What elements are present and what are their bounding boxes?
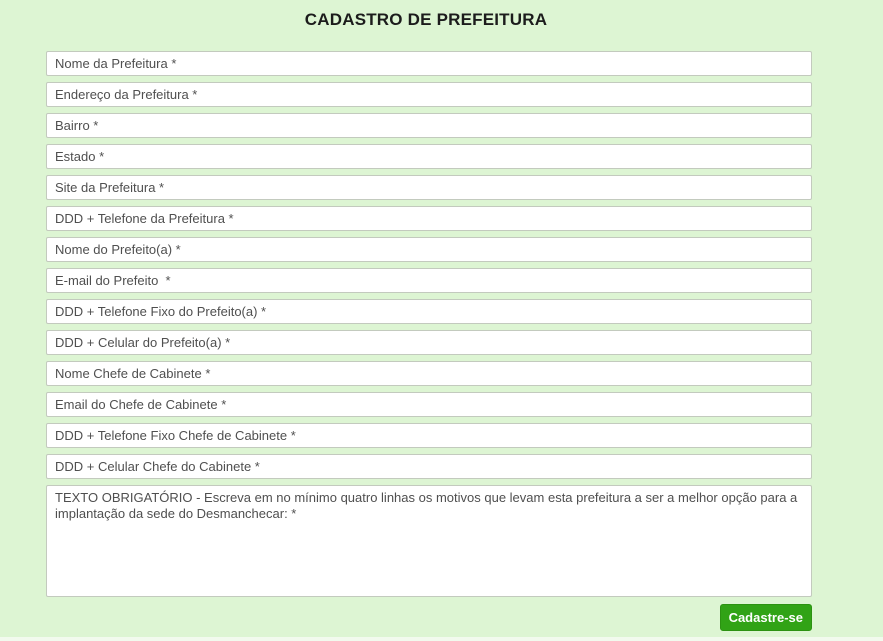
- input-ddd-celular-chefe-cabinete[interactable]: [46, 454, 812, 479]
- page-content: CADASTRO DE PREFEITURA Cadastre-se: [0, 10, 852, 631]
- page-bottom-strip: [0, 637, 883, 641]
- input-estado[interactable]: [46, 144, 812, 169]
- page-title: CADASTRO DE PREFEITURA: [304, 10, 548, 29]
- input-nome-prefeito[interactable]: [46, 237, 812, 262]
- input-ddd-celular-prefeito[interactable]: [46, 330, 812, 355]
- input-ddd-telefone-fixo-chefe-cabinete[interactable]: [46, 423, 812, 448]
- input-email-prefeito[interactable]: [46, 268, 812, 293]
- input-ddd-telefone-prefeitura[interactable]: [46, 206, 812, 231]
- input-email-chefe-cabinete[interactable]: [46, 392, 812, 417]
- input-ddd-telefone-fixo-prefeito[interactable]: [46, 299, 812, 324]
- prefeitura-registration-form: Cadastre-se: [46, 51, 812, 631]
- input-nome-prefeitura[interactable]: [46, 51, 812, 76]
- input-nome-chefe-cabinete[interactable]: [46, 361, 812, 386]
- textarea-motivos-obrigatorio[interactable]: [46, 485, 812, 597]
- input-site-prefeitura[interactable]: [46, 175, 812, 200]
- form-fields: [46, 51, 812, 479]
- cadastre-se-button[interactable]: Cadastre-se: [719, 604, 812, 631]
- input-endereco-prefeitura[interactable]: [46, 82, 812, 107]
- submit-row: Cadastre-se: [46, 604, 812, 631]
- input-bairro[interactable]: [46, 113, 812, 138]
